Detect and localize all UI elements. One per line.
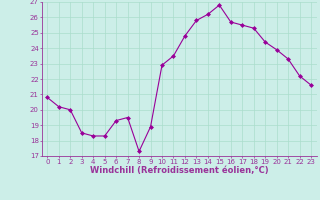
X-axis label: Windchill (Refroidissement éolien,°C): Windchill (Refroidissement éolien,°C) [90, 166, 268, 175]
